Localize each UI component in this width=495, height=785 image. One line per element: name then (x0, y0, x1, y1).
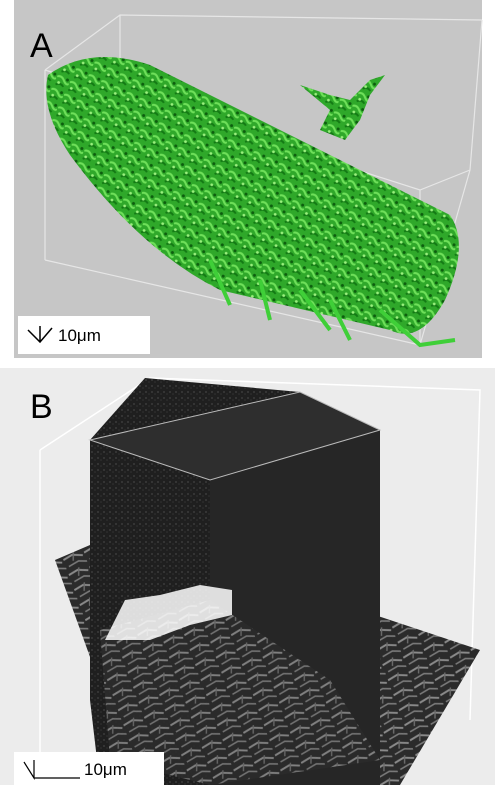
panel-label: A (30, 27, 53, 65)
page: {"panels": [ {"label": "A", "scale_bar":… (0, 0, 495, 785)
scale-text: 10μm (58, 326, 101, 345)
panel-b: B 10μm (0, 368, 495, 785)
figure: A 10μm B 10μm (0, 0, 495, 785)
body: A 10μm B 10μm (() => { const data = JSON… (0, 0, 495, 785)
panel-label: B (30, 388, 53, 426)
scale-text: 10μm (84, 760, 127, 779)
panel-a: A 10μm (14, 0, 482, 358)
